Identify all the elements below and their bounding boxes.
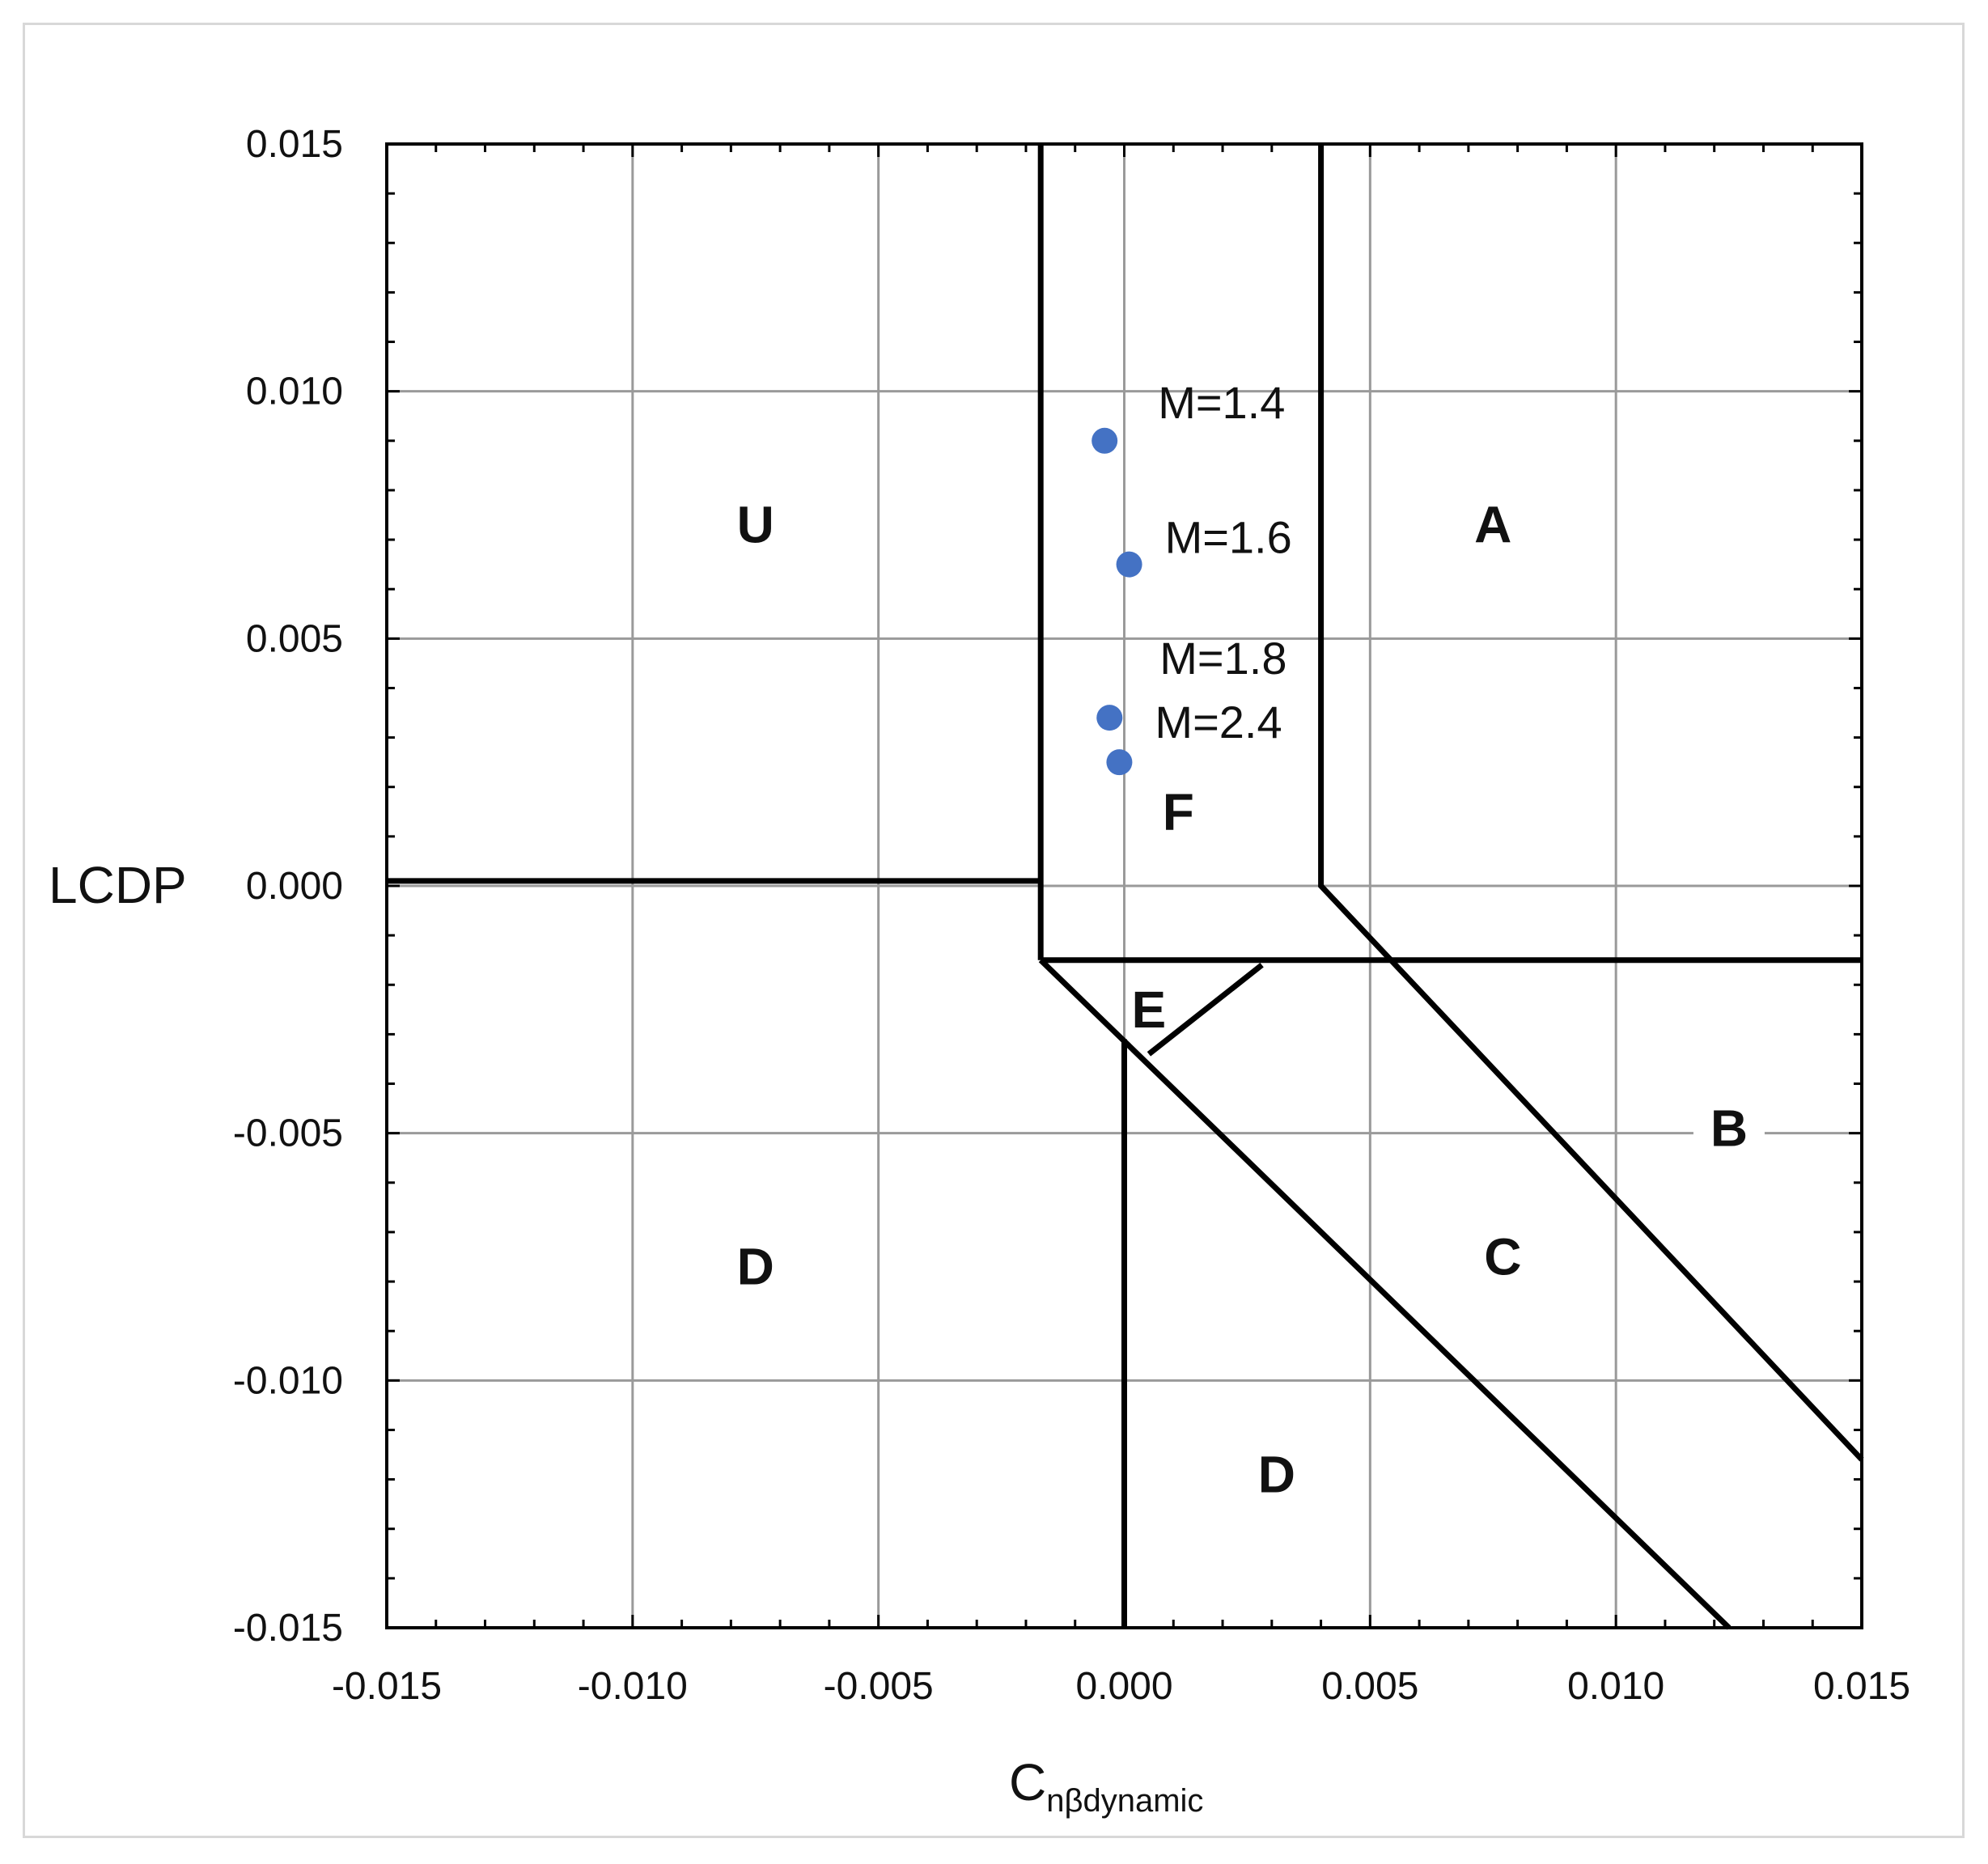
y-tick-label: -0.015 — [233, 1607, 343, 1650]
data-points — [1091, 427, 1142, 776]
y-tick-label: 0.010 — [246, 371, 343, 413]
x-axis-title-subscript: nβdynamic — [1046, 1783, 1203, 1819]
x-tick-label: 0.000 — [1075, 1665, 1172, 1708]
y-tick-label: 0.000 — [246, 865, 343, 908]
boundary-line — [1318, 144, 1864, 1462]
region-label-d: D — [737, 1238, 774, 1296]
x-tick-label: 0.005 — [1321, 1665, 1418, 1708]
region-boundaries — [387, 144, 1864, 1630]
y-tick-label: 0.015 — [246, 123, 343, 166]
boundary-line — [1147, 963, 1264, 1057]
data-point-labels: M=1.4 M=1.6 M=1.8 M=2.4 — [1155, 377, 1291, 748]
region-label-f: F — [1163, 782, 1194, 841]
region-label-c: C — [1484, 1228, 1521, 1286]
x-axis-title: Cnβdynamic — [1009, 1753, 1203, 1819]
data-point-label: M=1.4 — [1158, 377, 1285, 428]
y-axis-title: LCDP — [49, 856, 187, 914]
figure-frame — [23, 23, 1965, 1838]
x-tick-label: 0.015 — [1813, 1665, 1910, 1708]
data-point — [1116, 551, 1142, 578]
x-tick-label: -0.005 — [824, 1665, 934, 1708]
region-label-b: B — [1710, 1099, 1748, 1158]
region-label-a: A — [1474, 496, 1511, 554]
region-labels: U A F E B C D D — [737, 496, 1765, 1503]
region-label-d: D — [1258, 1445, 1295, 1503]
x-tick-label: -0.015 — [332, 1665, 442, 1708]
data-point — [1106, 749, 1133, 776]
data-point — [1096, 705, 1123, 731]
x-tick-label: 0.010 — [1567, 1665, 1664, 1708]
region-label-u: U — [737, 496, 774, 554]
y-tick-label: 0.005 — [246, 617, 343, 660]
x-tick-labels: -0.015 -0.010 -0.005 0.000 0.005 0.010 0.015 — [332, 1665, 1910, 1708]
y-tick-labels: 0.015 0.010 0.005 0.000 -0.005 -0.010 -0.015 — [233, 123, 343, 1650]
region-label-background — [1693, 1091, 1765, 1154]
region-label-e: E — [1132, 981, 1167, 1039]
data-point — [1091, 427, 1118, 454]
data-point-label: M=1.8 — [1159, 633, 1286, 684]
y-tick-label: -0.010 — [233, 1359, 343, 1402]
data-point-label: M=2.4 — [1155, 697, 1282, 748]
data-point-label: M=1.6 — [1165, 512, 1292, 563]
boundary-line — [1038, 958, 1732, 1630]
plot-area-border — [385, 142, 1863, 1629]
x-tick-label: -0.010 — [578, 1665, 688, 1708]
x-axis-title-main: C — [1009, 1753, 1046, 1811]
y-tick-label: -0.005 — [233, 1112, 343, 1155]
